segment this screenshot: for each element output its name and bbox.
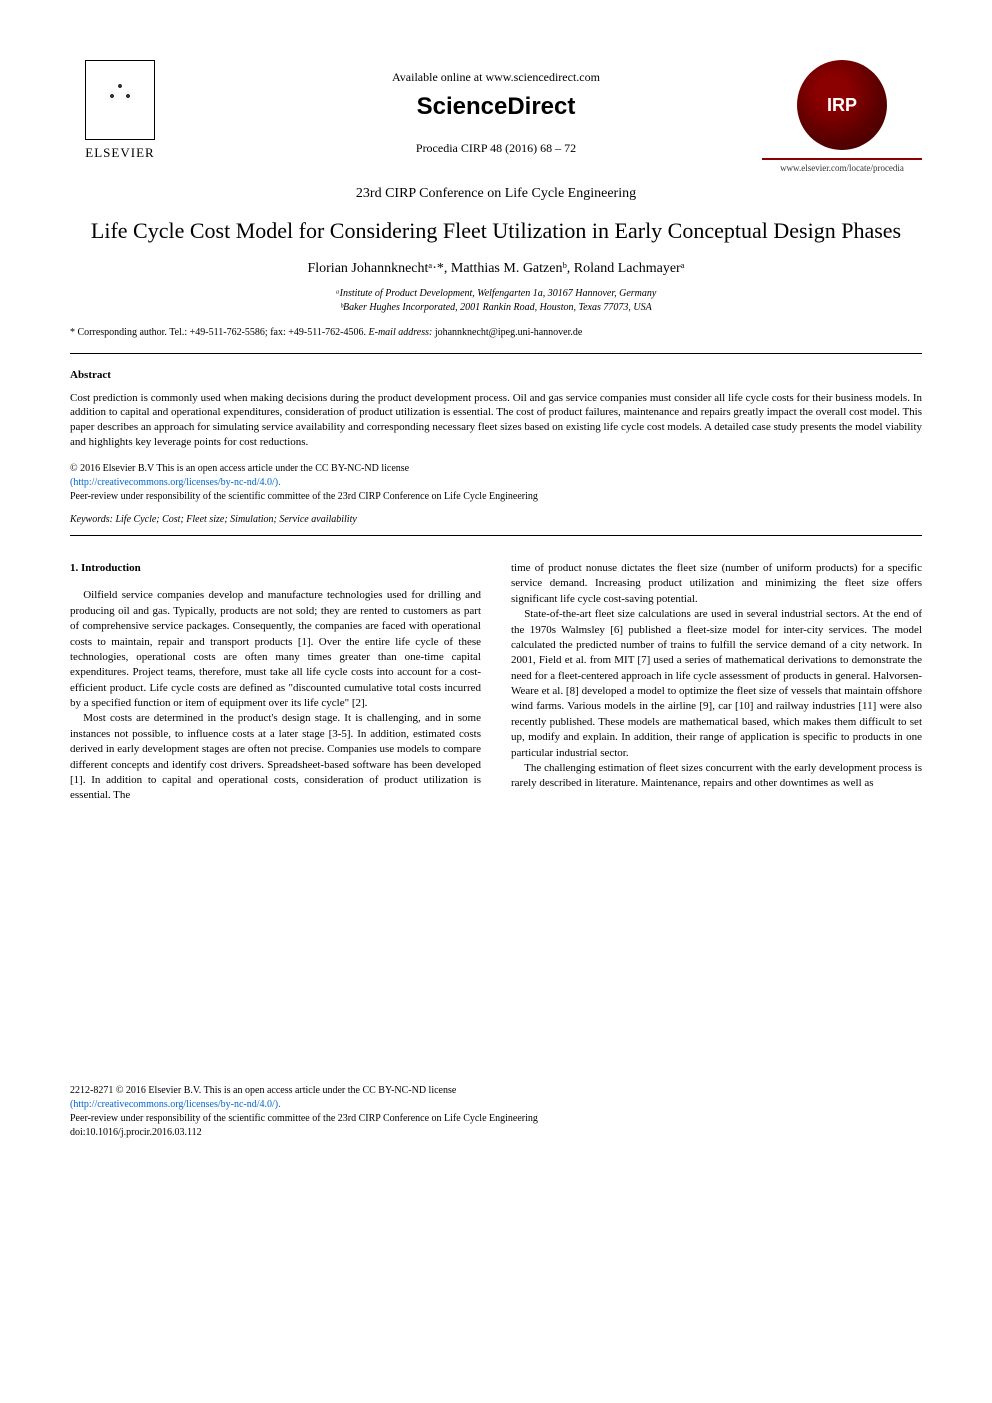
divider: [70, 535, 922, 536]
affiliation-a: ᵃInstitute of Product Development, Welfe…: [70, 287, 922, 301]
affiliation-b: ᵇBaker Hughes Incorporated, 2001 Rankin …: [70, 301, 922, 315]
email-label: E-mail address:: [369, 327, 433, 338]
keywords: Keywords: Life Cycle; Cost; Fleet size; …: [70, 514, 922, 525]
copyright-block: © 2016 Elsevier B.V This is an open acce…: [70, 462, 922, 504]
paper-title: Life Cycle Cost Model for Considering Fl…: [70, 217, 922, 246]
elsevier-tree-icon: [85, 60, 155, 140]
elsevier-logo: ELSEVIER: [70, 60, 170, 161]
footer-peer-review: Peer-review under responsibility of the …: [70, 1112, 922, 1126]
corresponding-prefix: * Corresponding author. Tel.: +49-511-76…: [70, 327, 369, 338]
cirp-url: www.elsevier.com/locate/procedia: [762, 158, 922, 173]
page-footer: 2212-8271 © 2016 Elsevier B.V. This is a…: [70, 1084, 922, 1140]
license-link[interactable]: (http://creativecommons.org/licenses/by-…: [70, 476, 922, 490]
abstract-text: Cost prediction is commonly used when ma…: [70, 391, 922, 450]
body-paragraph: Most costs are determined in the product…: [70, 711, 481, 803]
page-header: ELSEVIER IRP www.elsevier.com/locate/pro…: [70, 60, 922, 156]
divider: [70, 353, 922, 354]
footer-issn: 2212-8271 © 2016 Elsevier B.V. This is a…: [70, 1084, 922, 1098]
conference-name: 23rd CIRP Conference on Life Cycle Engin…: [70, 186, 922, 202]
section-1-heading: 1. Introduction: [70, 561, 481, 576]
footer-doi: doi:10.1016/j.procir.2016.03.112: [70, 1126, 922, 1140]
footer-license-link[interactable]: (http://creativecommons.org/licenses/by-…: [70, 1098, 922, 1112]
body-columns: 1. Introduction Oilfield service compani…: [70, 561, 922, 804]
corresponding-author: * Corresponding author. Tel.: +49-511-76…: [70, 327, 922, 338]
body-paragraph: State-of-the-art fleet size calculations…: [511, 607, 922, 761]
body-paragraph: The challenging estimation of fleet size…: [511, 761, 922, 792]
body-paragraph: time of product nonuse dictates the flee…: [511, 561, 922, 607]
cirp-circle-icon: IRP: [797, 60, 887, 150]
keywords-label: Keywords:: [70, 514, 113, 525]
keywords-text: Life Cycle; Cost; Fleet size; Simulation…: [113, 514, 357, 525]
right-column: time of product nonuse dictates the flee…: [511, 561, 922, 804]
cirp-logo: IRP www.elsevier.com/locate/procedia: [762, 60, 922, 173]
cirp-label: IRP: [827, 95, 857, 116]
corresponding-email: johannknecht@ipeg.uni-hannover.de: [432, 327, 582, 338]
affiliations: ᵃInstitute of Product Development, Welfe…: [70, 287, 922, 315]
peer-review-line: Peer-review under responsibility of the …: [70, 490, 922, 504]
authors-list: Florian Johannknechtᵃ·*, Matthias M. Gat…: [70, 261, 922, 277]
left-column: 1. Introduction Oilfield service compani…: [70, 561, 481, 804]
elsevier-label: ELSEVIER: [70, 145, 170, 161]
body-paragraph: Oilfield service companies develop and m…: [70, 588, 481, 711]
copyright-line: © 2016 Elsevier B.V This is an open acce…: [70, 462, 922, 476]
abstract-heading: Abstract: [70, 369, 922, 381]
